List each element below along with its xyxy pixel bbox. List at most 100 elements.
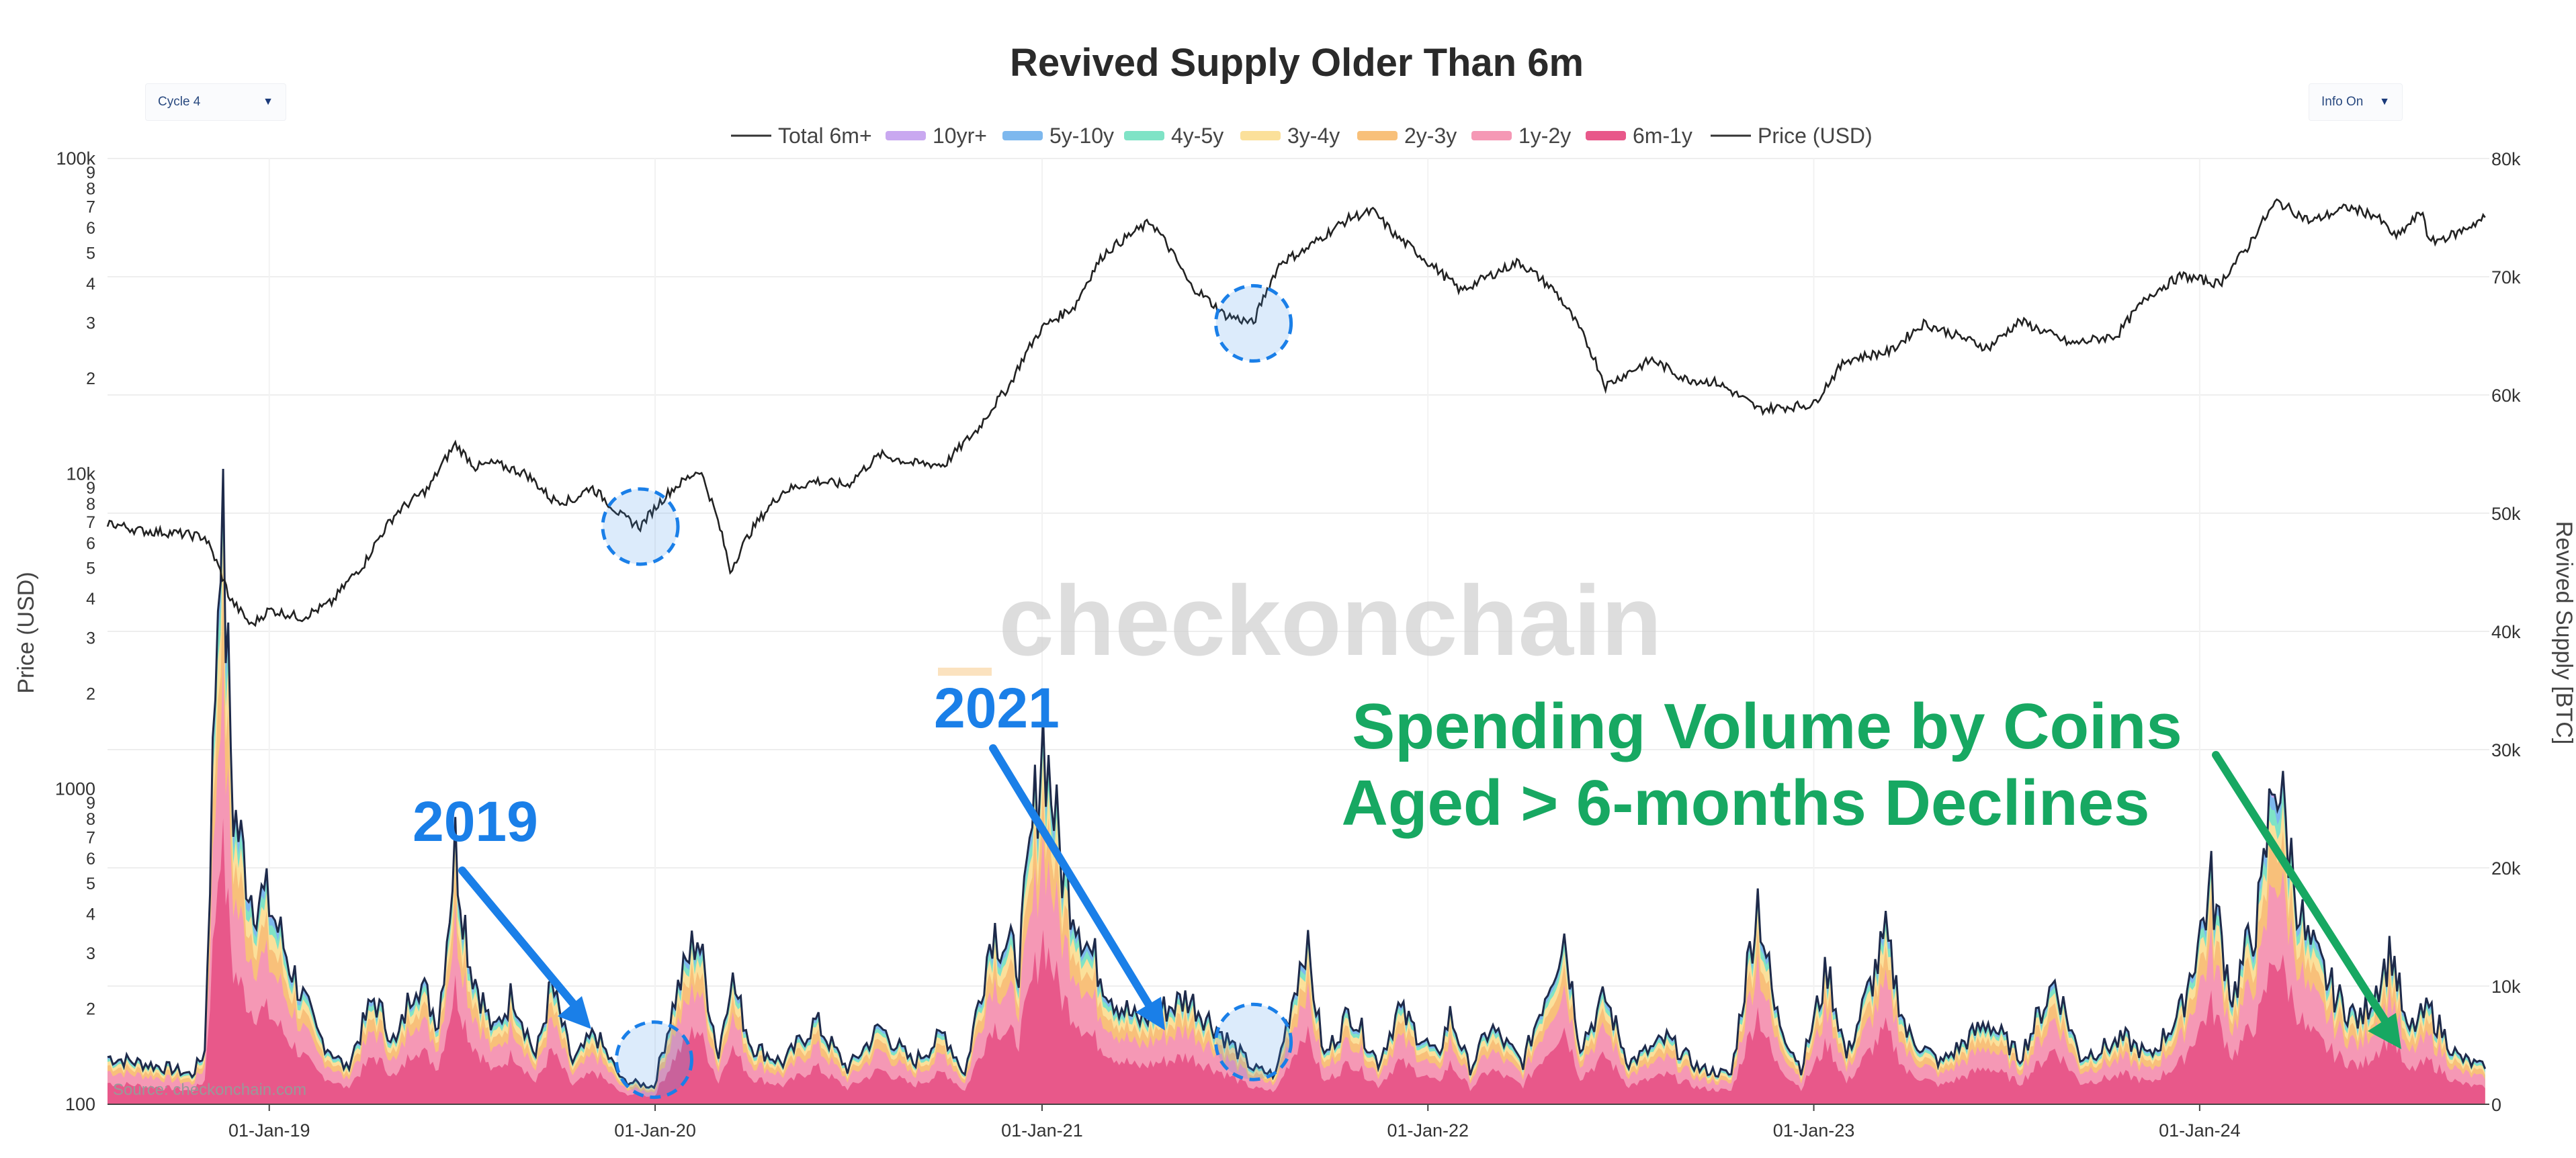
headline-line-1: Spending Volume by Coins <box>1352 691 2182 762</box>
highlight-circle <box>1214 1002 1293 1081</box>
x-tick-label: 01-Jan-24 <box>2159 1120 2241 1141</box>
legend-label: Price (USD) <box>1758 124 1873 148</box>
chevron-down-icon: ▼ <box>263 96 273 107</box>
left-tick-minor: 4 <box>86 275 95 294</box>
x-tick-label: 01-Jan-19 <box>228 1120 310 1141</box>
revived-supply-series <box>107 468 2487 1104</box>
left-tick-minor: 3 <box>86 314 95 332</box>
legend-swatch <box>1357 131 1398 140</box>
highlight-circles <box>601 283 1293 1100</box>
info-dropdown[interactable]: Info On ▼ <box>2309 83 2403 121</box>
source-label: Source: checkonchain.com <box>113 1081 306 1099</box>
legend-swatch <box>1586 131 1626 140</box>
legend-label: 5y-10y <box>1049 124 1114 148</box>
left-tick-minor: 8 <box>86 495 95 514</box>
legend-swatch <box>1471 131 1512 140</box>
left-tick-minor: 5 <box>86 244 95 263</box>
legend-label: 4y-5y <box>1171 124 1223 148</box>
left-tick-minor: 7 <box>86 828 95 847</box>
legend-swatch <box>1002 131 1043 140</box>
legend[interactable]: Total 6m+ 10yr+ 5y-10y 4y-5y 3y-4y 2y-3y 1y-2y… <box>731 124 1873 148</box>
left-tick-minor: 9 <box>86 163 95 182</box>
watermark: checkonchain <box>998 566 1662 676</box>
left-tick-major: 100k <box>56 148 95 169</box>
right-tick: 40k <box>2491 622 2521 642</box>
left-tick-minor: 2 <box>86 369 95 388</box>
annotation-2019: 2019 <box>413 790 538 853</box>
left-tick-minor: 6 <box>86 219 95 238</box>
legend-label: 10yr+ <box>933 124 987 148</box>
left-tick-minor: 7 <box>86 513 95 532</box>
left-tick-minor: 2 <box>86 684 95 703</box>
legend-label: 6m-1y <box>1633 124 1692 148</box>
x-tick-label: 01-Jan-21 <box>1001 1120 1083 1141</box>
left-tick-minor: 6 <box>86 534 95 553</box>
left-tick-minor: 9 <box>86 479 95 498</box>
arrow-2021 <box>989 744 1153 1009</box>
legend-swatch <box>886 131 926 140</box>
chevron-down-icon: ▼ <box>2379 96 2390 107</box>
arrow-2021-head <box>1135 997 1165 1030</box>
left-tick-minor: 3 <box>86 944 95 963</box>
cycle-dropdown-label: Cycle 4 <box>158 95 201 109</box>
total-6m-line <box>107 468 2487 1089</box>
left-tick-minor: 2 <box>86 1000 95 1019</box>
legend-label: Total 6m+ <box>778 124 872 148</box>
arrow-2019 <box>458 866 581 1012</box>
watermark-bar <box>938 668 992 676</box>
right-tick: 50k <box>2491 504 2521 524</box>
left-tick-minor: 6 <box>86 850 95 868</box>
legend-label: 2y-3y <box>1404 124 1457 148</box>
annotation-arrows <box>458 744 2401 1049</box>
x-axis: 01-Jan-19 01-Jan-20 01-Jan-21 01-Jan-22 01-J… <box>228 1104 2241 1141</box>
price-series <box>106 198 2486 627</box>
right-axis: 80k 70k 60k 50k 40k 30k 20k 10k 0 <box>2491 149 2521 1115</box>
highlight-circle <box>601 487 680 566</box>
x-tick-label: 01-Jan-20 <box>614 1120 696 1141</box>
left-axis-title: Price (USD) <box>13 572 39 693</box>
right-tick: 80k <box>2491 149 2521 169</box>
supply-band-3y-4y <box>108 532 2485 1104</box>
right-axis-title: Revived Supply [BTC] <box>2551 521 2576 745</box>
legend-label: 3y-4y <box>1287 124 1340 148</box>
right-tick: 10k <box>2491 977 2521 997</box>
left-tick-minor: 8 <box>86 179 95 198</box>
arrow-headline <box>2212 751 2389 1025</box>
highlight-circle <box>614 1020 693 1100</box>
left-tick-minor: 4 <box>86 590 95 609</box>
x-tick-label: 01-Jan-23 <box>1773 1120 1855 1141</box>
legend-swatch <box>1240 131 1281 140</box>
left-tick-minor: 8 <box>86 810 95 829</box>
left-tick-minor: 7 <box>86 198 95 217</box>
legend-swatch <box>1124 131 1164 140</box>
arrow-2019-head <box>558 996 591 1029</box>
left-tick-minor: 5 <box>86 875 95 893</box>
left-tick-minor: 3 <box>86 629 95 648</box>
left-tick-major: 100 <box>65 1094 95 1114</box>
left-tick-minor: 9 <box>86 794 95 813</box>
cycle-dropdown[interactable]: Cycle 4 ▼ <box>145 83 286 121</box>
left-tick-minor: 4 <box>86 905 95 924</box>
left-tick-major: 1000 <box>55 779 95 799</box>
price-line <box>106 198 2486 627</box>
supply-band-2y-3y <box>108 583 2485 1104</box>
right-tick: 60k <box>2491 386 2521 406</box>
right-tick: 20k <box>2491 858 2521 879</box>
highlight-circle <box>1214 283 1293 363</box>
info-dropdown-label: Info On <box>2321 95 2364 109</box>
headline-line-2: Aged > 6-months Declines <box>1342 767 2150 839</box>
arrow-headline-head <box>2368 1013 2401 1049</box>
left-tick-major: 10k <box>66 463 95 484</box>
x-tick-label: 01-Jan-22 <box>1387 1120 1469 1141</box>
annotation-2021: 2021 <box>934 676 1060 740</box>
right-tick: 70k <box>2491 267 2521 287</box>
legend-label: 1y-2y <box>1518 124 1571 148</box>
supply-band-6m-1y <box>108 818 2485 1104</box>
right-tick: 30k <box>2491 740 2521 760</box>
chart-title: Revived Supply Older Than 6m <box>1010 41 1584 85</box>
right-tick: 0 <box>2491 1095 2501 1115</box>
left-tick-minor: 5 <box>86 560 95 578</box>
supply-band-1y-2y <box>108 659 2485 1104</box>
